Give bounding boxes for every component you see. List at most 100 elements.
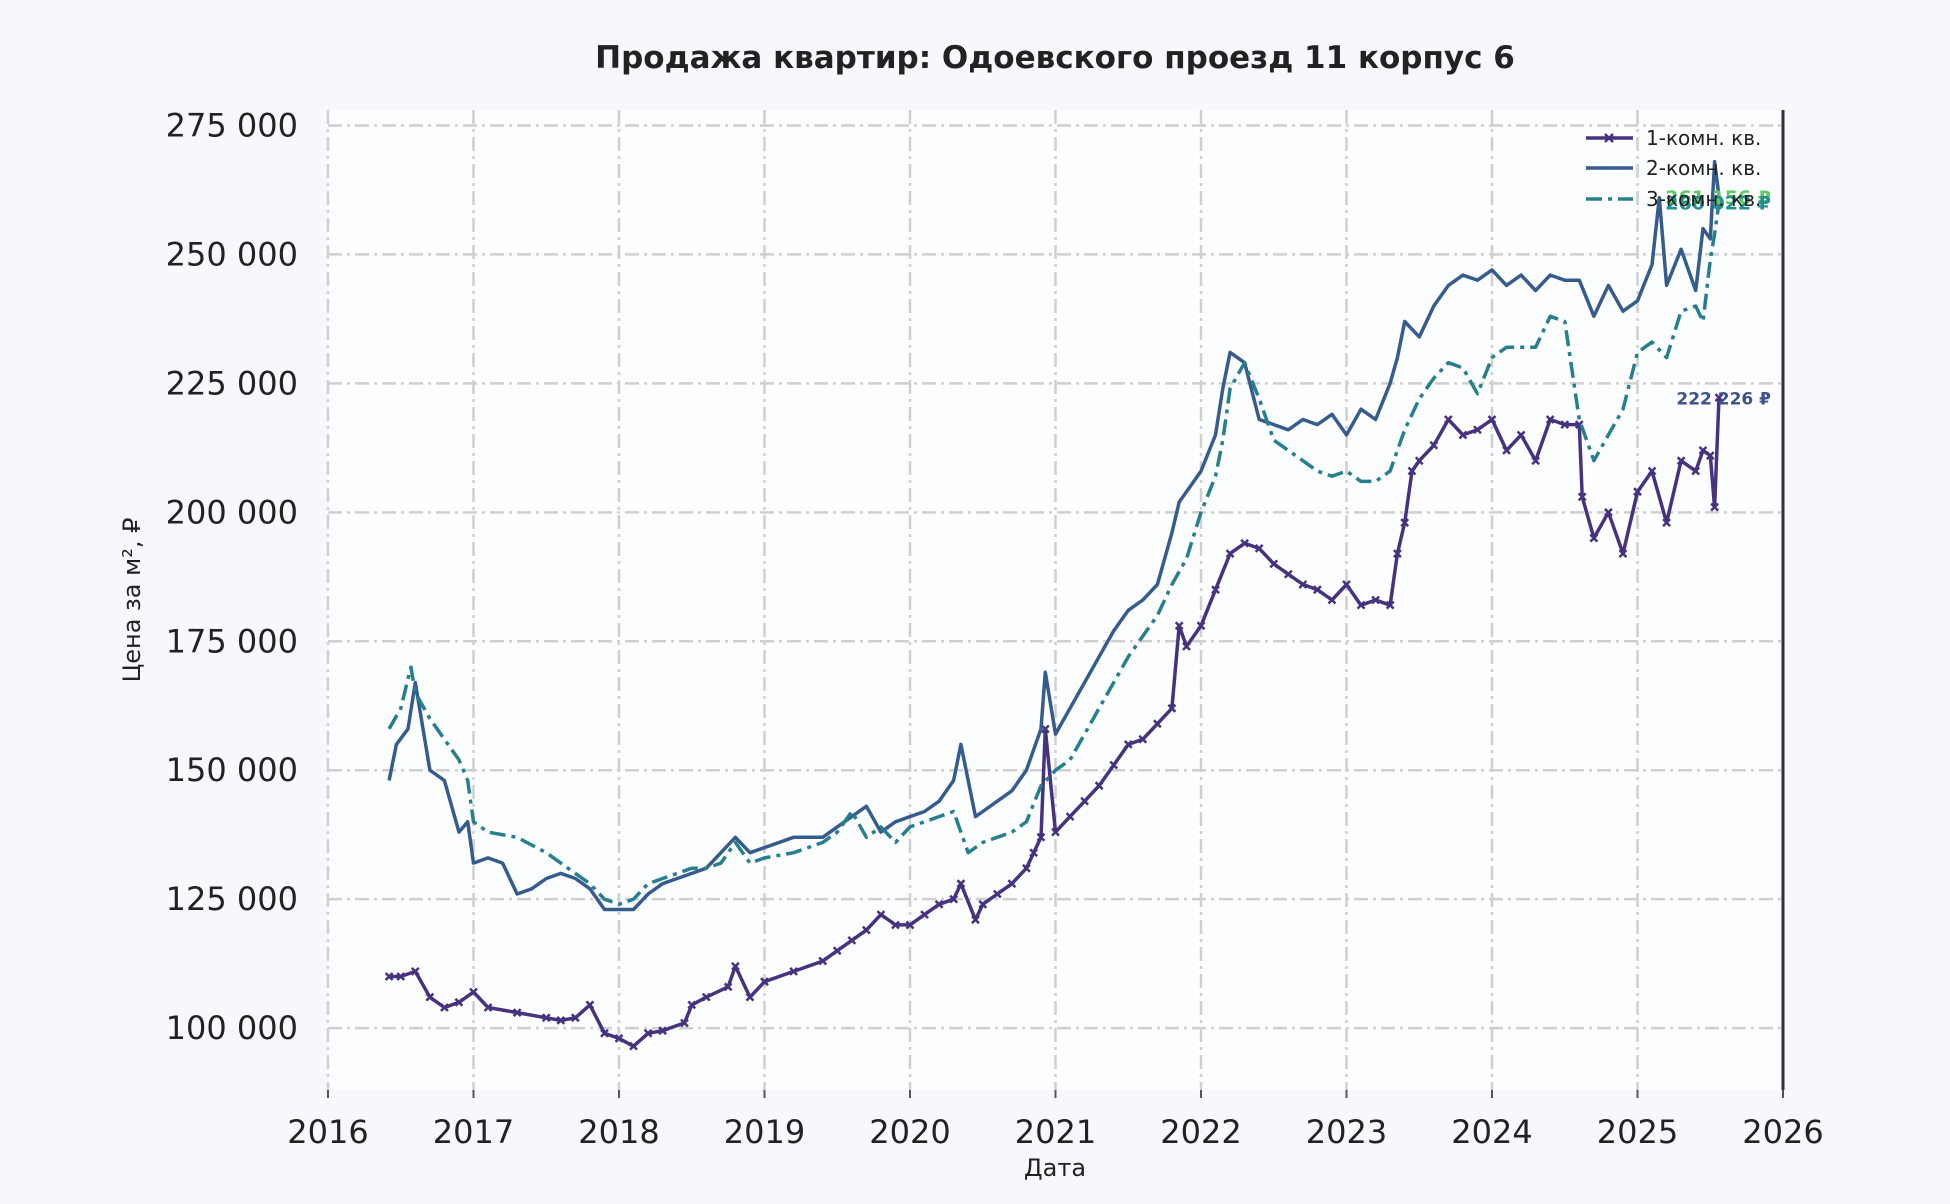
x-marker <box>847 936 857 945</box>
x-marker <box>1516 430 1526 440</box>
y-tick-label: 200 000 <box>166 493 298 531</box>
x-tick-label: 2017 <box>433 1113 514 1151</box>
x-marker <box>832 946 842 956</box>
x-marker <box>992 889 1002 899</box>
x-marker <box>1080 796 1089 806</box>
x-marker <box>701 992 711 1002</box>
x-marker <box>920 910 929 920</box>
x-marker <box>1429 440 1439 450</box>
x-marker <box>1473 425 1482 435</box>
x-tick-label: 2024 <box>1451 1113 1532 1151</box>
x-marker <box>1022 863 1031 873</box>
x-marker <box>1283 569 1293 579</box>
x-tick-label: 2026 <box>1742 1113 1823 1151</box>
series-1-line <box>389 397 1721 1048</box>
x-marker <box>1123 740 1133 749</box>
y-tick-label: 100 000 <box>166 1009 298 1047</box>
chart-title: Продажа квартир: Одоевского проезд 11 ко… <box>595 40 1515 76</box>
x-marker <box>789 966 798 976</box>
x-marker <box>1577 492 1587 502</box>
x-marker <box>1400 518 1410 528</box>
y-tick-label: 125 000 <box>166 880 298 918</box>
series-1-markers <box>384 393 1724 1051</box>
x-marker <box>1589 533 1599 543</box>
x-marker <box>541 1013 551 1023</box>
x-marker <box>469 987 478 997</box>
x-marker <box>1393 549 1402 558</box>
x-marker <box>1545 415 1555 424</box>
end-value-label: 222 226 ₽ <box>1676 390 1771 410</box>
x-marker <box>1443 415 1453 424</box>
y-tick-label: 250 000 <box>166 235 298 273</box>
x-marker <box>483 1003 493 1012</box>
x-marker <box>1710 502 1719 512</box>
x-axis-label: Дата <box>1024 1154 1086 1182</box>
x-marker <box>905 920 915 930</box>
end-labels: 261 156 ₽260 022 ₽ 222 226 ₽ <box>1665 187 1771 410</box>
grid <box>326 110 1783 1090</box>
x-marker <box>1414 456 1424 466</box>
x-marker <box>1298 580 1308 589</box>
legend-label: 2-комн. кв. <box>1646 156 1761 180</box>
x-marker <box>425 992 435 1002</box>
legend-label: 3-комн. кв. <box>1646 187 1761 211</box>
x-marker <box>1040 724 1050 734</box>
legend-label: 1-комн. кв. <box>1646 126 1761 150</box>
x-marker <box>1138 734 1148 744</box>
end-value-label: 261 156 ₽ <box>1665 187 1771 209</box>
x-marker <box>731 961 740 971</box>
x-tick-label: 2019 <box>724 1113 805 1151</box>
x-marker <box>1327 595 1337 605</box>
x-marker <box>1560 420 1570 430</box>
x-marker <box>556 1015 566 1025</box>
y-ticks: 100 000 125 000 150 000 175 000 200 000 225 0… <box>166 106 298 1047</box>
x-marker <box>454 997 464 1007</box>
x-marker <box>861 925 871 935</box>
x-marker <box>949 894 959 904</box>
x-marker <box>745 992 755 1002</box>
legend-marker <box>1604 133 1614 143</box>
x-marker <box>1502 446 1511 455</box>
x-marker <box>512 1008 522 1018</box>
x-marker <box>570 1013 580 1023</box>
x-marker <box>1174 621 1184 631</box>
x-marker <box>1225 549 1235 558</box>
series-2-line <box>387 159 1721 912</box>
x-marker <box>1714 393 1724 403</box>
x-marker <box>396 972 406 981</box>
x-marker <box>1211 585 1220 595</box>
x-marker <box>1647 466 1657 476</box>
x-marker <box>1385 600 1395 610</box>
x-marker <box>1065 812 1075 822</box>
x-marker <box>978 899 988 909</box>
x-marker <box>971 915 980 925</box>
y-tick-label: 150 000 <box>166 751 298 789</box>
x-marker <box>1313 585 1322 595</box>
x-marker <box>1356 600 1366 610</box>
x-marker <box>1705 451 1715 460</box>
x-marker <box>1029 848 1039 858</box>
x-marker <box>1109 760 1119 770</box>
x-marker <box>1371 595 1380 605</box>
x-marker <box>1676 456 1686 466</box>
x-marker <box>1604 507 1613 517</box>
x-marker <box>600 1028 609 1038</box>
end-value-label: 260 022 ₽ <box>1665 193 1771 215</box>
x-marker <box>1167 703 1177 713</box>
x-marker <box>629 1041 638 1051</box>
y-tick-label: 275 000 <box>166 106 298 144</box>
x-marker <box>1240 538 1250 548</box>
x-marker <box>1007 879 1017 889</box>
y-axis-label: Цена за м², ₽ <box>118 518 146 683</box>
x-marker <box>643 1028 653 1038</box>
x-marker <box>760 977 769 987</box>
x-tick-label: 2025 <box>1597 1113 1678 1151</box>
x-marker <box>1196 621 1206 631</box>
x-marker <box>585 1000 595 1010</box>
x-marker <box>934 899 944 909</box>
x-marker <box>1662 518 1671 528</box>
x-tick-label: 2016 <box>287 1113 368 1151</box>
x-marker <box>1487 415 1497 424</box>
